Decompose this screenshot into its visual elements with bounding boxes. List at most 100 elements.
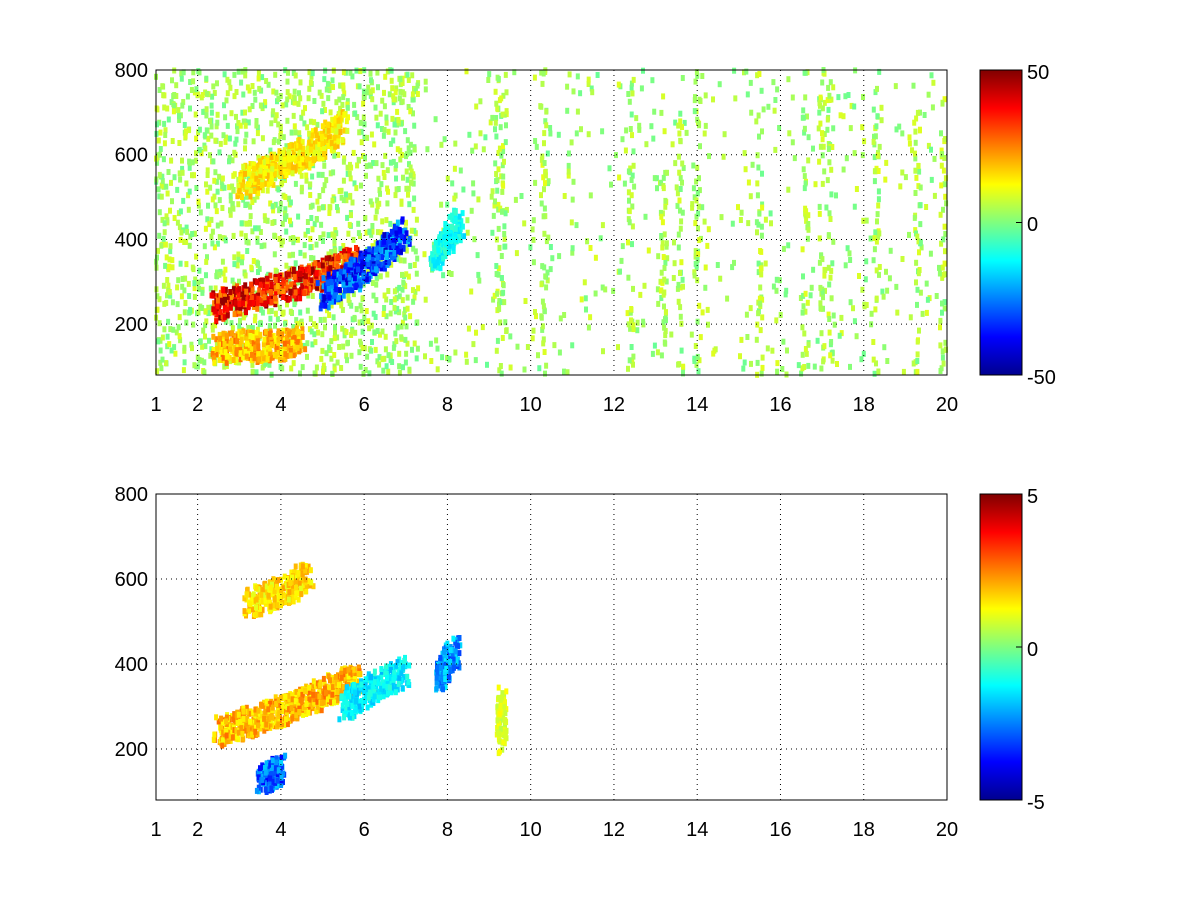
top-heatmap-cell: [391, 233, 396, 240]
top-heatmap-cell: [267, 331, 272, 338]
top-heatmap-cell: [588, 192, 593, 199]
top-heatmap-cell: [358, 282, 363, 289]
top-heatmap-cell: [496, 201, 501, 208]
top-heatmap-cell: [913, 155, 918, 162]
top-heatmap-cell: [315, 280, 320, 287]
top-heatmap-cell: [310, 173, 315, 180]
top-heatmap-cell: [233, 140, 238, 147]
top-heatmap-cell: [205, 172, 210, 178]
top-heatmap-cell: [571, 178, 576, 185]
top-heatmap-cell: [543, 370, 547, 377]
top-heatmap-cell: [181, 99, 186, 105]
top-heatmap-cell: [474, 329, 478, 336]
top-heatmap-cell: [322, 162, 327, 169]
bottom-heatmap-cell: [297, 705, 302, 712]
top-heatmap-cell: [413, 288, 418, 295]
top-heatmap-cell: [800, 351, 805, 358]
top-heatmap-cell: [663, 328, 668, 334]
top-heatmap-cell: [496, 150, 501, 156]
top-heatmap-cell: [326, 143, 331, 149]
top-heatmap-cell: [650, 77, 655, 84]
top-heatmap-cell: [260, 350, 265, 357]
top-heatmap-cell: [703, 122, 708, 129]
top-heatmap-cell: [631, 322, 636, 329]
top-heatmap-cell: [375, 254, 380, 260]
top-heatmap-cell: [743, 166, 748, 173]
top-heatmap-cell: [243, 109, 247, 116]
top-heatmap-cell: [631, 285, 635, 292]
top-heatmap-cell: [277, 235, 282, 242]
top-heatmap-cell: [293, 156, 298, 163]
top-heatmap-cell: [320, 262, 325, 269]
top-heatmap-cell: [282, 161, 287, 168]
top-heatmap-cell: [392, 341, 397, 348]
top-heatmap-cell: [415, 82, 420, 89]
top-heatmap-cell: [377, 200, 382, 207]
top-heatmap-cell: [637, 126, 642, 133]
top-heatmap-cell: [829, 191, 834, 198]
top-heatmap-cell: [262, 242, 267, 249]
top-heatmap-cell: [298, 143, 303, 150]
bottom-heatmap-cell: [251, 709, 256, 716]
top-heatmap-cell: [309, 255, 314, 261]
top-heatmap-cell: [295, 270, 300, 277]
top-heatmap-cell: [393, 192, 398, 199]
top-heatmap-cell: [342, 287, 347, 294]
top-heatmap-cell: [434, 254, 439, 261]
top-heatmap-cell: [323, 324, 327, 331]
top-heatmap-cell: [217, 340, 222, 347]
top-heatmap-cell: [397, 243, 402, 250]
top-heatmap-cell: [382, 89, 386, 96]
top-heatmap-cell: [662, 303, 666, 310]
top-heatmap-cell: [501, 282, 506, 289]
top-heatmap-cell: [452, 195, 457, 202]
top-heatmap-cell: [290, 170, 295, 177]
top-heatmap-cell: [362, 134, 367, 141]
top-heatmap-cell: [300, 326, 305, 333]
top-heatmap-cell: [288, 199, 293, 206]
top-heatmap-cell: [413, 248, 418, 255]
top-heatmap-cell: [652, 342, 657, 349]
top-heatmap-cell: [536, 352, 540, 359]
top-heatmap-cell: [235, 193, 240, 200]
top-heatmap-cell: [300, 333, 305, 340]
top-heatmap-cell: [763, 260, 768, 267]
top-heatmap-cell: [276, 138, 281, 145]
top-heatmap-cell: [711, 96, 715, 103]
top-heatmap-cell: [452, 209, 457, 216]
top-heatmap-cell: [241, 295, 246, 301]
top-heatmap-cell: [333, 247, 338, 254]
bottom-heatmap-cell: [268, 700, 273, 707]
top-heatmap-cell: [154, 105, 159, 112]
top-heatmap-cell: [439, 201, 444, 208]
top-heatmap-cell: [297, 130, 302, 137]
top-heatmap-cell: [681, 165, 686, 171]
bottom-heatmap-cell: [256, 722, 261, 729]
top-heatmap-cell: [273, 273, 278, 280]
top-heatmap-cell: [854, 333, 859, 340]
bottom-heatmap-cell: [220, 737, 225, 744]
top-heatmap-cell: [319, 130, 324, 137]
bottom-heatmap-cell: [230, 713, 234, 720]
top-heatmap-cell: [423, 353, 427, 360]
top-heatmap-cell: [222, 102, 226, 109]
top-heatmap-cell: [272, 219, 277, 226]
top-heatmap-cell: [245, 340, 249, 347]
top-heatmap-cell: [263, 360, 268, 367]
top-heatmap-cell: [231, 232, 236, 239]
top-heatmap-cell: [325, 279, 330, 286]
top-heatmap-cell: [172, 174, 177, 181]
top-heatmap-cell: [285, 78, 290, 85]
top-heatmap-cell: [381, 367, 386, 374]
top-heatmap-cell: [242, 312, 247, 319]
top-heatmap-cell: [877, 271, 881, 278]
top-heatmap-cell: [501, 173, 506, 180]
bottom-heatmap-cell: [224, 732, 229, 739]
top-heatmap-cell: [212, 244, 217, 251]
top-heatmap-cell: [447, 236, 452, 243]
top-heatmap-cell: [813, 181, 818, 188]
top-heatmap-cell: [162, 104, 167, 111]
top-heatmap-cell: [378, 273, 383, 280]
top-heatmap-cell: [305, 219, 310, 225]
top-heatmap-cell: [402, 257, 407, 264]
